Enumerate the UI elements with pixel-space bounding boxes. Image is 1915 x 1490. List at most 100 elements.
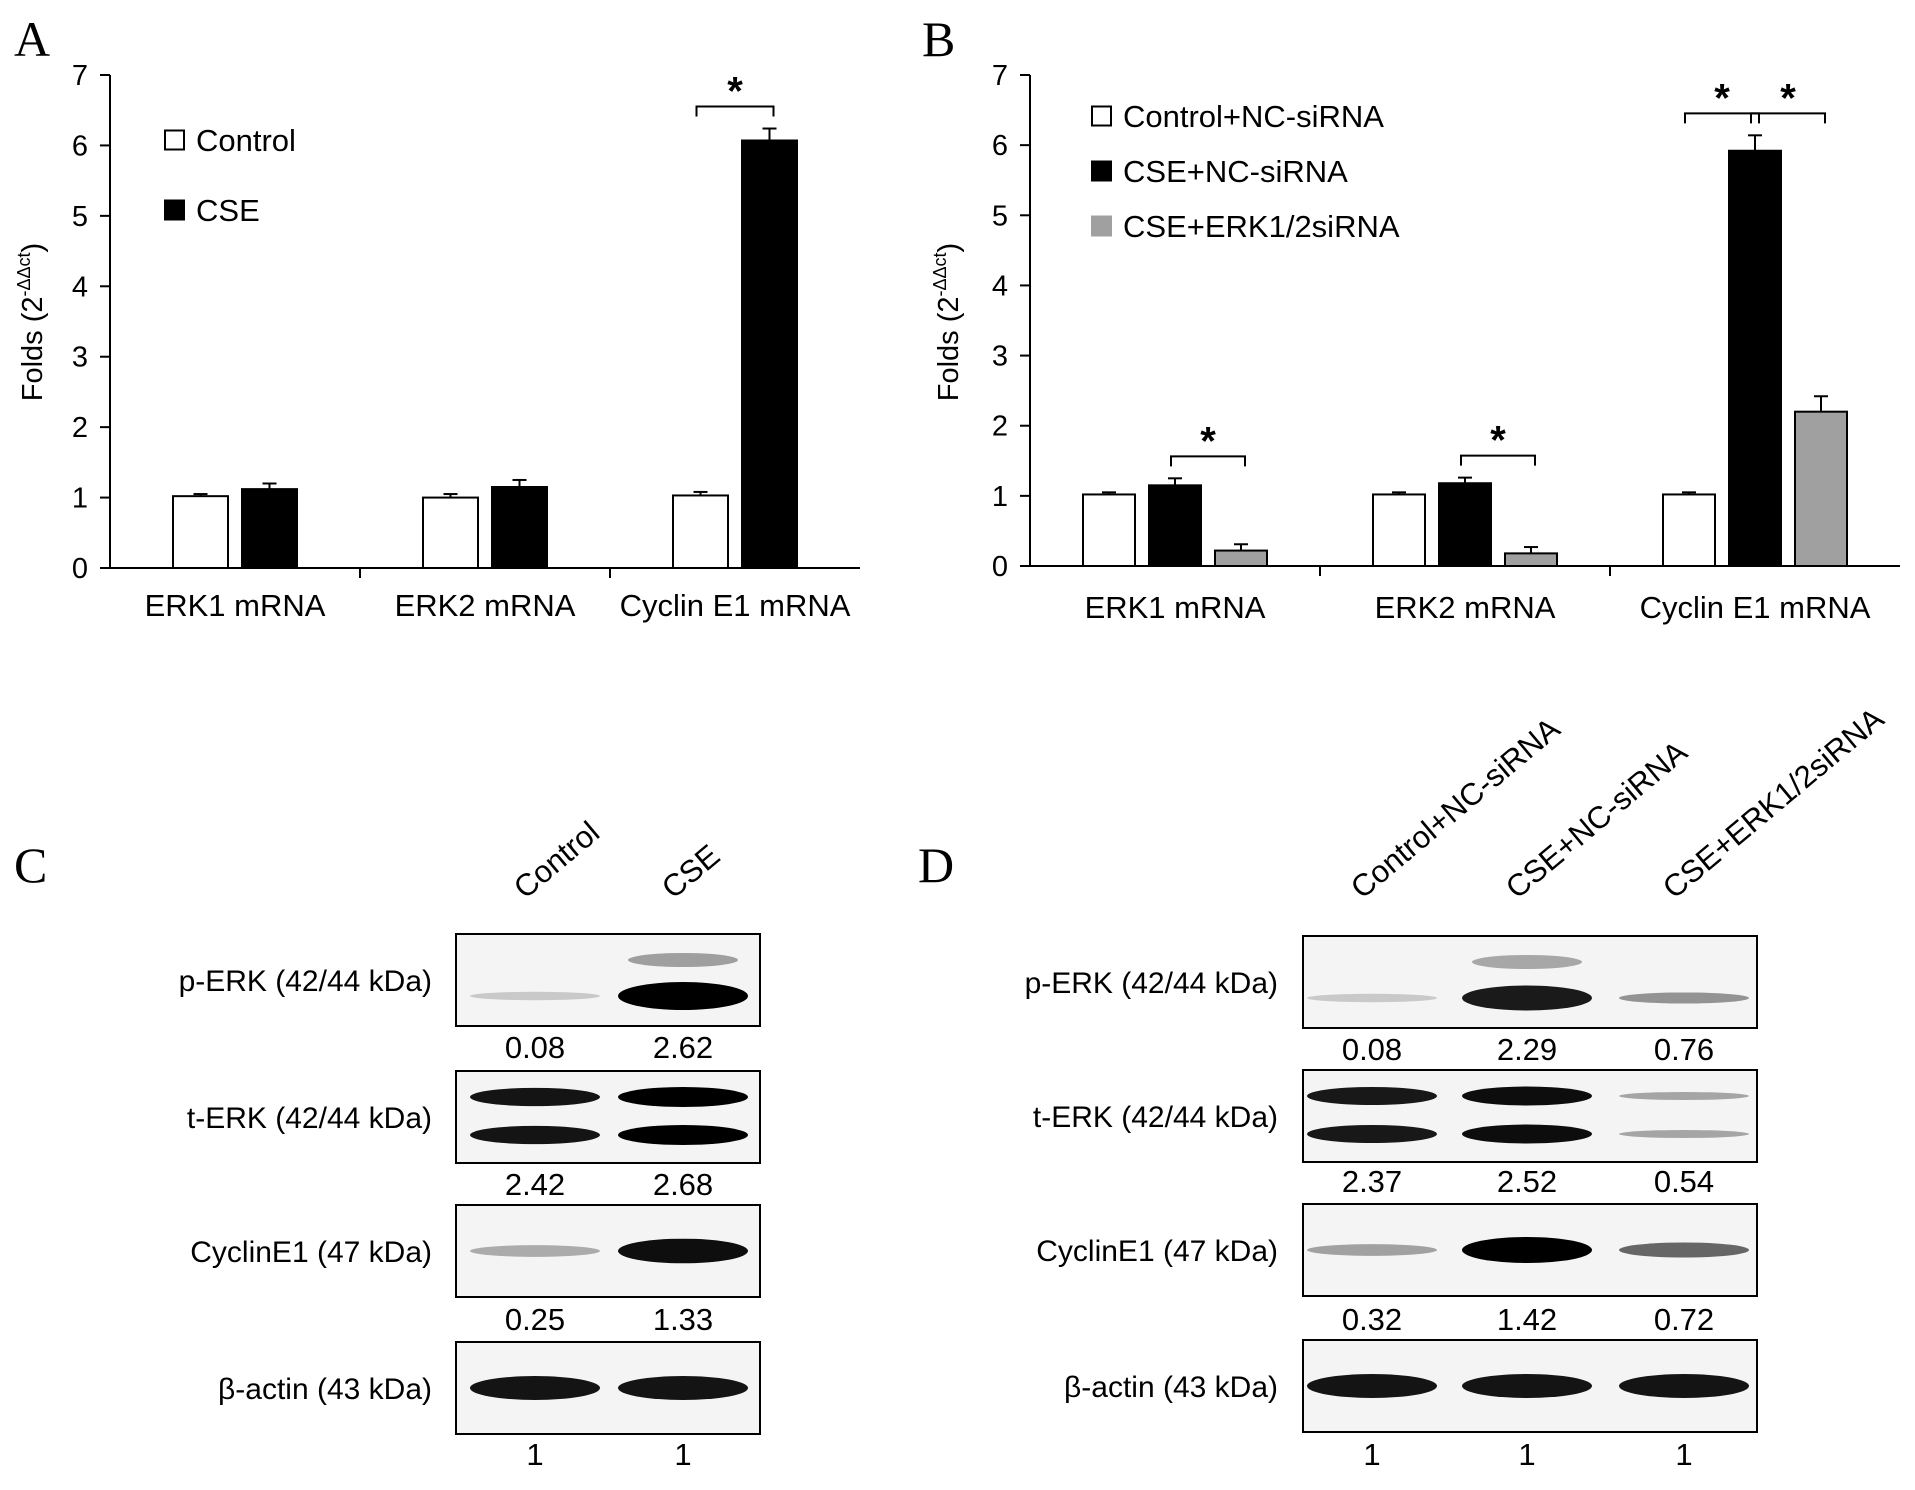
quant-value: 0.54 bbox=[1654, 1164, 1714, 1199]
significance-bracket bbox=[1460, 454, 1536, 466]
blot-band bbox=[1619, 1374, 1749, 1398]
quant-value: 0.25 bbox=[505, 1302, 565, 1337]
y-tick-label: 2 bbox=[72, 412, 88, 444]
quant-value: 2.42 bbox=[505, 1167, 565, 1202]
bar bbox=[1794, 410, 1848, 567]
blot-band bbox=[1462, 985, 1592, 1011]
quant-value: 0.08 bbox=[1342, 1032, 1402, 1067]
blot-band bbox=[1307, 1244, 1437, 1256]
y-tick-label: 5 bbox=[72, 201, 88, 233]
y-tick-label: 6 bbox=[72, 130, 88, 162]
blot-band bbox=[1462, 1237, 1592, 1263]
blot-band bbox=[618, 1087, 748, 1107]
quant-value: 2.37 bbox=[1342, 1164, 1402, 1199]
y-tick-label: 7 bbox=[72, 60, 88, 92]
quant-value: 0.76 bbox=[1654, 1032, 1714, 1067]
chart-b: 0 1 2 3 4 5 6 7 Folds (2-ΔΔct) ERK1 mRNA ERK2 mRNA… bbox=[930, 60, 1900, 625]
bar bbox=[672, 494, 729, 569]
blot-band bbox=[470, 991, 600, 1001]
category-label: ERK2 mRNA bbox=[395, 588, 576, 623]
significance-bracket bbox=[1170, 455, 1246, 467]
category-label: ERK1 mRNA bbox=[145, 588, 326, 623]
y-tick-label: 7 bbox=[992, 60, 1008, 92]
y-tick-label: 0 bbox=[992, 551, 1008, 583]
quant-value: 1 bbox=[1363, 1437, 1380, 1472]
blot-row-label: t-ERK (42/44 kDa) bbox=[187, 1102, 432, 1135]
blot-row-label: p-ERK (42/44 kDa) bbox=[179, 965, 432, 998]
quant-value: 1.33 bbox=[653, 1302, 713, 1337]
quant-value: 2.62 bbox=[653, 1030, 713, 1065]
blot-band bbox=[628, 953, 738, 967]
y-tick-label: 1 bbox=[72, 483, 88, 515]
blot-band bbox=[618, 982, 748, 1010]
blot-row-label: p-ERK (42/44 kDa) bbox=[1025, 967, 1278, 1000]
panel-letter-a: A bbox=[14, 11, 51, 67]
blot-band bbox=[470, 1376, 600, 1400]
blot-band bbox=[1307, 1374, 1437, 1398]
category-label: ERK1 mRNA bbox=[1085, 590, 1266, 625]
quant-value: 1.42 bbox=[1497, 1302, 1557, 1337]
blot-panel-d: Control+NC-siRNACSE+NC-siRNACSE+ERK1/2si… bbox=[1025, 701, 1891, 1472]
blot-band bbox=[1462, 1086, 1592, 1106]
bar bbox=[1082, 493, 1136, 567]
bar bbox=[741, 139, 798, 569]
quant-value: 2.29 bbox=[1497, 1032, 1557, 1067]
significance-star: * bbox=[727, 70, 743, 114]
bar bbox=[1372, 493, 1426, 567]
legend-label: CSE+NC-siRNA bbox=[1123, 154, 1348, 189]
y-axis-title: Folds (2-ΔΔct) bbox=[930, 243, 965, 401]
y-axis-title: Folds (2-ΔΔct) bbox=[14, 243, 49, 401]
quant-value: 1 bbox=[526, 1437, 543, 1472]
blot-band bbox=[618, 1376, 748, 1400]
blot-box bbox=[1302, 1069, 1758, 1163]
y-axis-title-sup: -ΔΔct bbox=[930, 252, 950, 296]
quant-value: 2.68 bbox=[653, 1167, 713, 1202]
y-tick-label: 6 bbox=[992, 130, 1008, 162]
bar bbox=[1662, 493, 1716, 567]
legend-label: Control+NC-siRNA bbox=[1123, 99, 1384, 134]
quant-value: 0.08 bbox=[505, 1030, 565, 1065]
quant-value: 2.52 bbox=[1497, 1164, 1557, 1199]
blot-row-label: CyclinE1 (47 kDa) bbox=[190, 1236, 432, 1269]
blot-band bbox=[470, 1125, 600, 1145]
bar bbox=[491, 486, 548, 569]
blot-band bbox=[1472, 955, 1582, 969]
blot-band bbox=[1307, 1124, 1437, 1144]
y-tick-label: 3 bbox=[992, 341, 1008, 373]
quant-value: 1 bbox=[1675, 1437, 1692, 1472]
blot-band bbox=[1462, 1124, 1592, 1144]
blot-row-label: CyclinE1 (47 kDa) bbox=[1036, 1235, 1278, 1268]
category-label: Cyclin E1 mRNA bbox=[1640, 590, 1871, 625]
lane-label: Control bbox=[507, 814, 606, 905]
blot-box bbox=[455, 1070, 761, 1164]
quant-value: 0.32 bbox=[1342, 1302, 1402, 1337]
y-axis-title-main: Folds (2 bbox=[933, 296, 965, 401]
bar bbox=[1148, 484, 1202, 568]
quant-value: 1 bbox=[674, 1437, 691, 1472]
legend-label: CSE bbox=[196, 193, 260, 228]
blot-band bbox=[1307, 1086, 1437, 1106]
panel-letter-b: B bbox=[922, 11, 956, 67]
significance-star: * bbox=[1200, 419, 1216, 463]
panel-letter-c: C bbox=[14, 837, 48, 893]
blot-band bbox=[1619, 1130, 1749, 1138]
legend-swatch bbox=[164, 129, 185, 151]
y-axis-title-sup: -ΔΔct bbox=[14, 252, 34, 296]
y-tick-label: 2 bbox=[992, 411, 1008, 443]
blot-panel-c: Control CSE p-ERK (42/44 kDa) 0.08 2.62 t-ERK… bbox=[179, 814, 761, 1472]
blot-row-label: β-actin (43 kDa) bbox=[1064, 1371, 1278, 1404]
y-axis-title-end: ) bbox=[17, 243, 49, 253]
y-axis-title-end: ) bbox=[933, 243, 965, 253]
legend-swatch bbox=[164, 199, 185, 221]
blot-box bbox=[1302, 935, 1758, 1029]
significance-star: * bbox=[1490, 419, 1506, 463]
y-tick-label: 4 bbox=[992, 270, 1008, 302]
blot-band bbox=[470, 1087, 600, 1107]
blot-band bbox=[1619, 992, 1749, 1004]
y-tick-label: 0 bbox=[72, 553, 88, 585]
legend-swatch bbox=[1091, 105, 1112, 127]
category-label: ERK2 mRNA bbox=[1375, 590, 1556, 625]
category-label: Cyclin E1 mRNA bbox=[620, 588, 851, 623]
quant-value: 0.72 bbox=[1654, 1302, 1714, 1337]
